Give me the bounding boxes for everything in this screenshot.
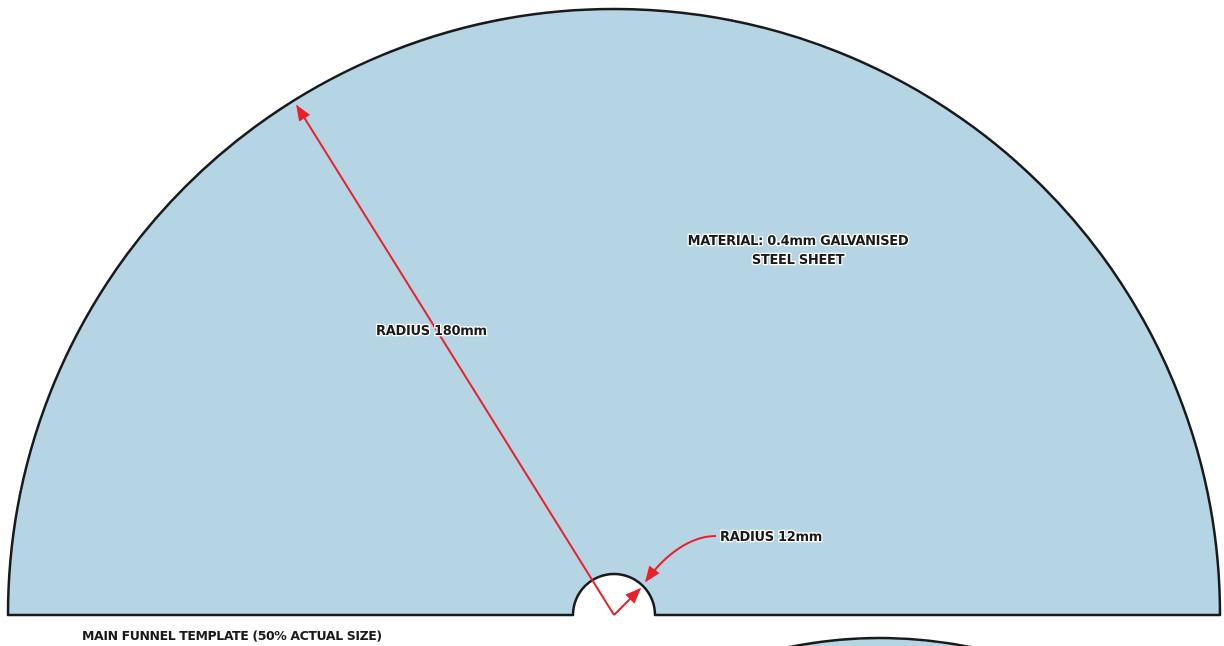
second-template-edge [788, 636, 972, 646]
inner-radius-dimension-line [613, 587, 642, 616]
template-caption: MAIN FUNNEL TEMPLATE (50% ACTUAL SIZE) [82, 628, 382, 643]
funnel-sheet-outline [6, 7, 1222, 617]
inner-radius-label: RADIUS 12mm [720, 530, 822, 545]
material-label-line1: MATERIAL: 0.4mm GALVANISED [688, 234, 909, 249]
outer-radius-label: RADIUS 180mm [376, 324, 487, 339]
material-label-line2: STEEL SHEET [752, 253, 845, 268]
inner-radius-leader-line [645, 535, 717, 583]
outer-radius-dimension-line [296, 104, 615, 616]
